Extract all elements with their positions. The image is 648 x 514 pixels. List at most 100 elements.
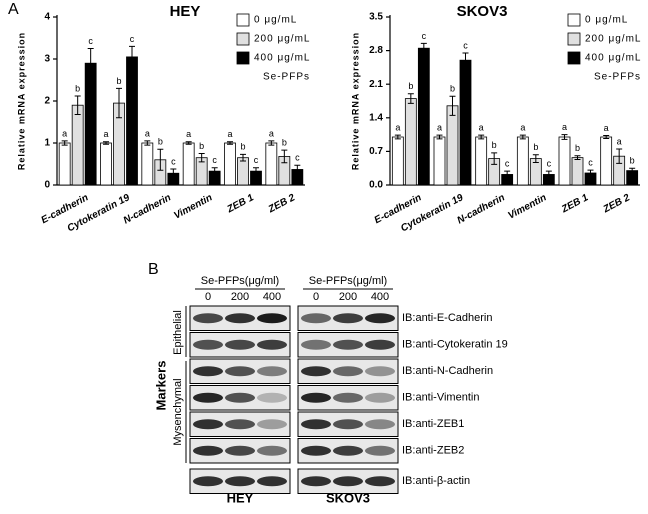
bar <box>558 136 571 186</box>
error-bar <box>587 169 594 177</box>
error-bar <box>227 141 233 145</box>
error-bar <box>462 52 469 68</box>
band <box>333 339 363 350</box>
error-bar <box>185 141 192 145</box>
band <box>301 339 331 350</box>
significance-letter: a <box>186 129 191 139</box>
error-bar <box>61 140 68 146</box>
significance-letter: c <box>295 153 300 163</box>
band <box>365 419 395 430</box>
significance-letter: a <box>269 128 274 138</box>
blot-header: Se-PFPs(μg/ml) <box>309 275 387 287</box>
significance-letter: c <box>88 36 93 46</box>
bar <box>475 136 488 186</box>
antibody-label: IB:anti-β-actin <box>402 475 470 487</box>
band <box>225 476 255 487</box>
significance-letter: c <box>547 158 552 168</box>
band <box>365 445 395 456</box>
chart-title: SKOV3 <box>457 3 508 20</box>
legend-label: 200 μg/mL <box>585 34 641 45</box>
band <box>193 476 223 487</box>
bar <box>58 142 71 186</box>
legend-swatch <box>567 51 581 65</box>
x-tick-label: ZEB 2 <box>266 192 297 216</box>
band <box>193 445 223 456</box>
significance-letter: a <box>395 122 400 132</box>
significance-letter: b <box>450 84 455 94</box>
bar <box>433 136 446 186</box>
error-bar <box>394 134 401 140</box>
error-bar <box>532 154 539 163</box>
bar <box>100 142 112 186</box>
side-label: Epithelial <box>172 310 184 355</box>
bar <box>417 47 430 186</box>
band <box>225 419 255 430</box>
significance-letter: c <box>422 31 427 41</box>
legend-swatch <box>236 13 250 27</box>
legend-title: Se-PFPs <box>594 72 641 83</box>
antibody-label: IB:anti-ZEB2 <box>402 445 464 457</box>
band <box>301 419 331 430</box>
y-tick-label: 2 <box>44 96 50 107</box>
bar <box>71 104 84 186</box>
bar <box>237 157 249 186</box>
dose-label: 0 <box>313 291 319 303</box>
significance-letter: c <box>588 157 593 167</box>
band <box>301 445 331 456</box>
dose-label: 400 <box>263 291 281 303</box>
error-bar <box>253 167 259 175</box>
significance-letter: a <box>103 129 108 139</box>
error-bar <box>436 134 443 140</box>
significance-letter: b <box>116 76 121 86</box>
y-tick-label: 4 <box>44 12 50 23</box>
x-tick-label: ZEB 1 <box>559 192 590 216</box>
bar <box>84 62 97 186</box>
error-bar <box>129 45 135 68</box>
error-bar <box>407 93 414 104</box>
y-tick-label: 3 <box>44 54 50 65</box>
error-bar <box>116 87 122 119</box>
y-axis-title: Relative mRNA expression <box>350 32 360 170</box>
panel-label: B <box>148 261 159 278</box>
error-bar <box>420 42 427 54</box>
blot-header: Se-PFPs(μg/ml) <box>201 275 279 287</box>
significance-letter: b <box>240 142 245 152</box>
antibody-label: IB:anti-N-Cadherin <box>402 365 493 377</box>
y-tick-label: 2.1 <box>369 79 383 90</box>
error-bar <box>74 95 81 115</box>
band <box>225 313 255 324</box>
bar <box>265 142 278 186</box>
error-bar <box>211 167 218 175</box>
band <box>193 313 223 324</box>
band <box>225 392 255 403</box>
band <box>365 339 395 350</box>
error-bar <box>281 149 288 164</box>
band <box>193 392 223 403</box>
band <box>365 366 395 377</box>
dose-label: 400 <box>371 291 389 303</box>
bar <box>571 157 584 186</box>
significance-letter: b <box>158 137 163 147</box>
bar <box>224 142 236 186</box>
band <box>257 419 287 430</box>
error-bar <box>170 168 177 178</box>
significance-letter: b <box>199 141 204 151</box>
significance-letter: a <box>145 128 150 138</box>
error-bar <box>629 167 636 174</box>
legend-label: 400 μg/mL <box>585 53 641 64</box>
legend-label: 0 μg/mL <box>254 15 297 26</box>
significance-letter: a <box>520 122 525 132</box>
error-bar <box>504 170 511 179</box>
error-bar <box>87 48 94 79</box>
significance-letter: c <box>254 155 259 165</box>
band <box>225 366 255 377</box>
error-bar <box>268 140 275 146</box>
bar <box>446 105 459 186</box>
band <box>193 366 223 377</box>
significance-letter: a <box>62 128 67 138</box>
significance-letter: c <box>505 158 510 168</box>
x-tick-label: N-cadherin <box>122 192 173 226</box>
antibody-label: IB:anti-E-Cadherin <box>402 312 493 324</box>
significance-letter: a <box>437 122 442 132</box>
dose-label: 0 <box>205 291 211 303</box>
